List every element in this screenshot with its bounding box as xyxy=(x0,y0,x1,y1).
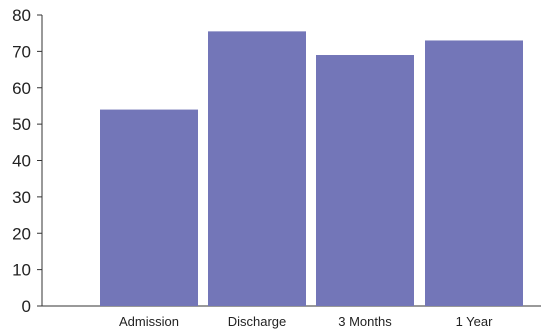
y-tick-label: 50 xyxy=(12,115,31,134)
x-category-label: Admission xyxy=(119,314,179,329)
bars xyxy=(100,31,523,307)
y-tick-label: 40 xyxy=(12,152,31,171)
bar xyxy=(425,40,523,307)
y-tick-label: 20 xyxy=(12,224,31,243)
y-axis: 0 10 20 30 40 50 60 70 80 xyxy=(12,6,43,316)
category-labels: Admission Discharge 3 Months 1 Year xyxy=(119,314,493,329)
y-tick-label: 80 xyxy=(12,6,31,25)
x-category-label: 3 Months xyxy=(338,314,392,329)
y-tick-label: 0 xyxy=(22,297,31,316)
y-tick-label: 30 xyxy=(12,188,31,207)
bar xyxy=(316,55,414,307)
bar xyxy=(208,31,306,307)
x-category-label: Discharge xyxy=(228,314,287,329)
y-tick-label: 60 xyxy=(12,79,31,98)
bar xyxy=(100,109,198,306)
x-category-label: 1 Year xyxy=(456,314,494,329)
y-tick-label: 70 xyxy=(12,42,31,61)
y-tick-label: 10 xyxy=(12,261,31,280)
